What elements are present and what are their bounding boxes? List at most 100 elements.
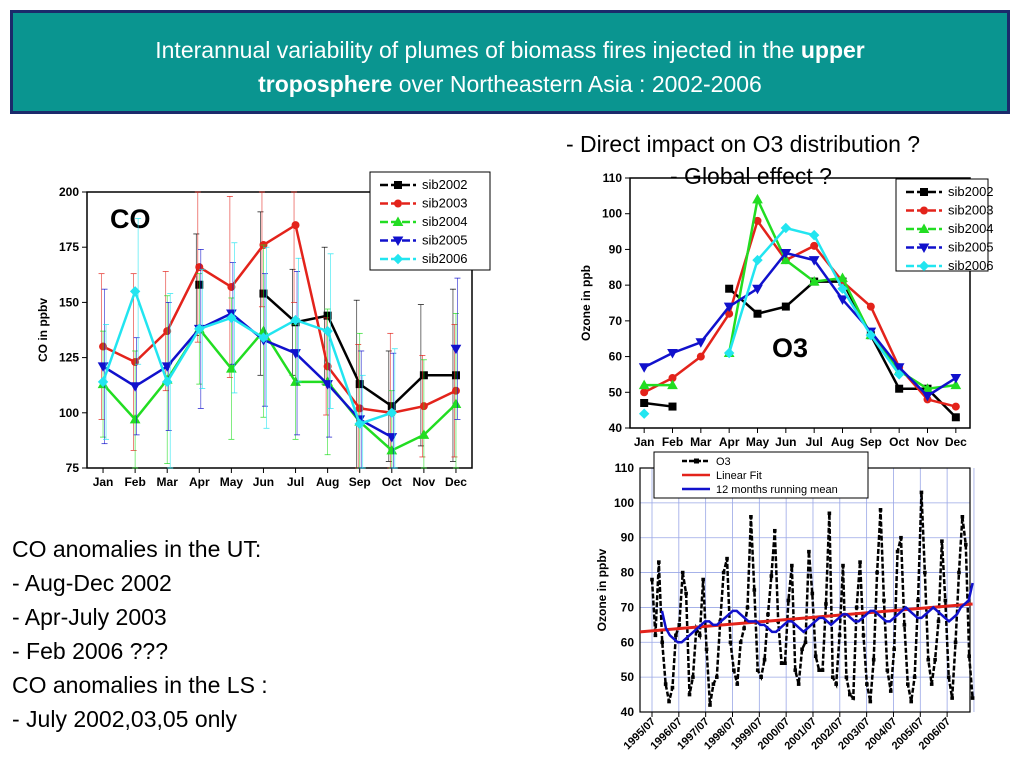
data-point xyxy=(837,295,848,305)
data-point xyxy=(742,626,746,631)
series-running-mean xyxy=(660,582,974,644)
series-line xyxy=(102,326,457,452)
data-point xyxy=(923,570,927,575)
series-line xyxy=(101,287,393,426)
chart-label: O3 xyxy=(772,333,808,363)
x-tick-label: Apr xyxy=(719,435,740,449)
note-5: CO anomalies in the LS : xyxy=(12,672,268,698)
legend-marker xyxy=(394,181,402,189)
data-point xyxy=(882,598,886,603)
x-tick-label: Jun xyxy=(253,475,274,489)
data-point xyxy=(752,588,757,592)
data-point xyxy=(677,623,682,627)
data-point xyxy=(865,329,877,341)
data-point xyxy=(762,657,767,662)
data-point xyxy=(912,675,917,679)
data-point xyxy=(936,619,941,624)
legend-item-sib2005: sib2005 xyxy=(380,233,468,248)
y-tick-label: 70 xyxy=(621,600,635,614)
plot-frame xyxy=(629,177,971,429)
legend-item-sib2006: sib2006 xyxy=(380,251,468,266)
data-point xyxy=(386,433,398,443)
data-point xyxy=(752,284,763,295)
data-point xyxy=(861,633,866,638)
data-point xyxy=(450,398,462,408)
legend-item-sib2004: sib2004 xyxy=(380,214,468,229)
data-point xyxy=(902,623,907,627)
data-point xyxy=(290,314,301,326)
data-point xyxy=(865,682,869,686)
data-point xyxy=(967,654,971,659)
data-point xyxy=(749,515,753,519)
legend-item-sib2003: sib2003 xyxy=(906,203,994,218)
y-tick-label: 40 xyxy=(609,421,623,435)
legend-item: 12 months running mean xyxy=(682,484,838,496)
data-point xyxy=(660,640,665,645)
data-point xyxy=(640,388,649,397)
data-point xyxy=(696,352,705,361)
data-point xyxy=(906,682,910,686)
y-tick-label: 50 xyxy=(609,385,623,399)
data-point xyxy=(950,379,962,390)
data-point xyxy=(708,703,712,707)
data-point xyxy=(725,284,734,293)
data-point xyxy=(129,413,141,424)
legend-marker xyxy=(392,216,404,226)
data-point xyxy=(790,563,794,568)
x-tick-label: Dec xyxy=(945,435,967,449)
data-point xyxy=(940,539,944,543)
title-banner: Interannual variability of plumes of bio… xyxy=(10,10,1010,114)
data-point xyxy=(800,647,804,652)
legend-marker xyxy=(918,260,930,272)
legend-label: sib2005 xyxy=(948,240,994,255)
series-line xyxy=(650,492,974,706)
data-point xyxy=(663,682,668,686)
note-6: - July 2002,03,05 only xyxy=(12,706,238,732)
data-point xyxy=(129,382,141,392)
series-line xyxy=(643,251,957,398)
data-point xyxy=(674,633,678,638)
series-sib2006 xyxy=(638,222,905,419)
data-point xyxy=(943,598,948,603)
y-tick-label: 60 xyxy=(609,350,623,364)
data-point xyxy=(807,549,811,554)
legend-label: sib2003 xyxy=(948,203,994,218)
data-point xyxy=(723,302,735,313)
series-linear-fit xyxy=(639,602,973,634)
data-point xyxy=(854,605,859,610)
legend-item-sib2005: sib2005 xyxy=(906,240,994,255)
y-tick-label: 110 xyxy=(603,171,623,185)
legend-label: sib2006 xyxy=(948,258,994,273)
data-point xyxy=(922,391,933,402)
data-point xyxy=(820,668,825,672)
legend-marker xyxy=(694,458,699,464)
data-point xyxy=(290,376,301,386)
data-point xyxy=(844,675,849,679)
data-point xyxy=(834,682,838,686)
notes: CO anomalies in the UT: - Aug-Dec 2002 -… xyxy=(12,532,268,736)
x-tick-label: Nov xyxy=(413,475,436,489)
x-tick-label: May xyxy=(220,475,244,489)
data-point xyxy=(650,577,654,582)
data-point xyxy=(951,413,960,422)
legend-item-sib2003: sib2003 xyxy=(380,196,468,211)
data-point xyxy=(830,675,835,679)
x-tick-label: Jul xyxy=(805,435,822,449)
data-point xyxy=(957,570,961,575)
y-tick-label: 70 xyxy=(609,314,623,328)
x-tick-label: Feb xyxy=(124,475,145,489)
data-point xyxy=(691,675,695,679)
data-point xyxy=(817,668,821,672)
x-tick-label: Aug xyxy=(831,435,854,449)
y-tick-label: 150 xyxy=(59,295,79,309)
data-point xyxy=(680,570,685,575)
data-point xyxy=(701,577,705,582)
data-point xyxy=(667,699,671,704)
legend-marker xyxy=(920,206,928,215)
data-point xyxy=(895,384,904,393)
plot-frame xyxy=(86,191,473,469)
data-point xyxy=(813,654,818,659)
x-tick-label: Jul xyxy=(287,475,304,489)
data-point xyxy=(868,699,873,704)
data-point xyxy=(290,349,301,359)
